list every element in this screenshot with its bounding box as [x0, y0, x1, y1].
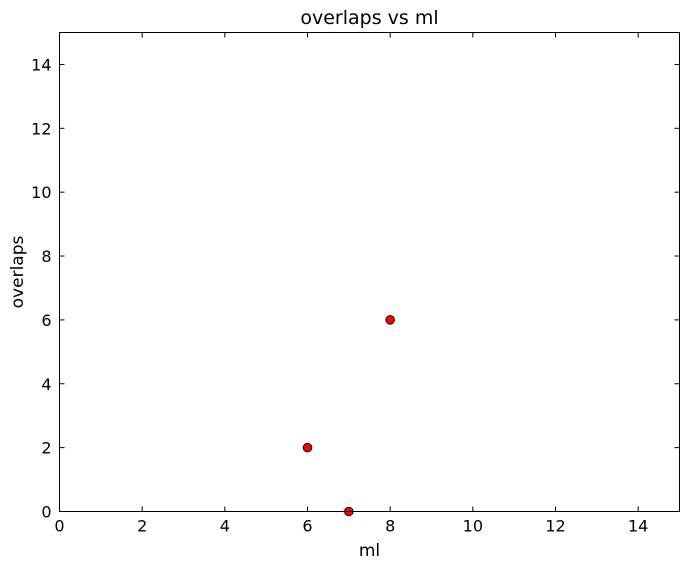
scatter-point — [302, 442, 313, 453]
y-axis-label: overlaps — [8, 236, 28, 309]
scatter-point — [385, 315, 395, 325]
y-tick-label: 14 — [31, 55, 51, 74]
y-tick-label: 4 — [41, 375, 51, 394]
plot-area — [59, 32, 680, 512]
y-tick-label: 8 — [41, 247, 51, 266]
x-tick-label: 2 — [137, 517, 147, 536]
y-tick-label: 2 — [41, 439, 51, 458]
x-tick-label: 8 — [385, 517, 395, 536]
y-tick-label: 10 — [31, 183, 51, 202]
x-tick-label: 14 — [628, 517, 648, 536]
x-tick-label: 4 — [220, 517, 230, 536]
y-tick-label: 6 — [41, 311, 51, 330]
x-axis-ticks: 0 2 4 6 8 10 12 14 — [54, 32, 648, 536]
data-points — [302, 315, 395, 517]
y-tick-label: 12 — [31, 119, 51, 138]
x-axis-label: ml — [359, 541, 380, 561]
chart-title: overlaps vs ml — [300, 7, 438, 29]
x-tick-label: 0 — [54, 517, 64, 536]
x-tick-label: 12 — [545, 517, 565, 536]
x-tick-label: 6 — [302, 517, 312, 536]
y-axis-ticks: 0 2 4 6 8 10 12 14 — [31, 55, 680, 522]
x-tick-label: 10 — [463, 517, 483, 536]
y-tick-label: 0 — [41, 503, 51, 522]
